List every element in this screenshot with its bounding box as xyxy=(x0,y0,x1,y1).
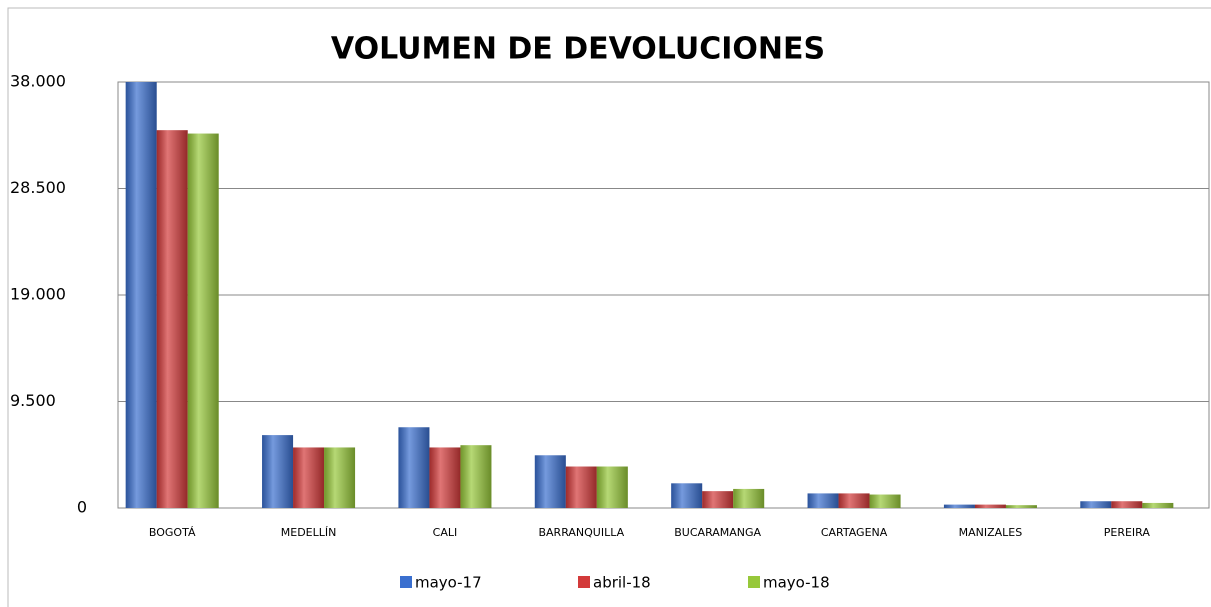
x-tick-label: BARRANQUILLA xyxy=(538,526,624,539)
y-tick-label: 19.000 xyxy=(10,285,66,304)
bar-shine xyxy=(1080,501,1112,508)
chart-title: VOLUMEN DE DEVOLUCIONES xyxy=(331,32,825,67)
x-tick-label: PEREIRA xyxy=(1104,526,1151,539)
legend-label: abril-18 xyxy=(593,574,651,592)
legend-swatch xyxy=(400,576,412,588)
bar-shine xyxy=(733,488,765,508)
bar-shine xyxy=(702,491,734,508)
y-tick-label: 38.000 xyxy=(10,72,66,91)
y-tick-label: 28.500 xyxy=(10,178,66,197)
bar-shine xyxy=(671,483,703,508)
legend-label: mayo-17 xyxy=(415,574,482,592)
bar-shine xyxy=(869,494,901,508)
bar-shine xyxy=(460,445,492,508)
bar-shine xyxy=(125,82,157,508)
y-tick-label: 9.500 xyxy=(10,391,56,410)
bar-shine xyxy=(156,130,188,508)
y-tick-label: 0 xyxy=(77,498,87,517)
bar-shine xyxy=(974,504,1006,508)
bar-shine xyxy=(596,466,628,508)
bar-shine xyxy=(534,455,566,508)
bar-shine xyxy=(838,493,870,508)
bar-shine xyxy=(187,133,219,508)
x-tick-label: BOGOTÁ xyxy=(149,526,196,539)
bar-shine xyxy=(565,466,597,508)
bar-shine xyxy=(429,447,461,508)
bar-shine xyxy=(1111,501,1143,508)
bar-shine xyxy=(807,493,839,508)
x-tick-label: CARTAGENA xyxy=(821,526,888,539)
bar-shine xyxy=(1005,505,1037,508)
x-tick-label: BUCARAMANGA xyxy=(674,526,761,539)
bar-shine xyxy=(324,447,356,508)
bar-shine xyxy=(943,504,975,508)
bar-shine xyxy=(293,447,325,508)
legend-label: mayo-18 xyxy=(763,574,830,592)
x-tick-label: MANIZALES xyxy=(959,526,1023,539)
legend-swatch xyxy=(748,576,760,588)
legend-swatch xyxy=(578,576,590,588)
x-tick-label: CALI xyxy=(433,526,458,539)
x-tick-label: MEDELLÍN xyxy=(281,526,337,539)
bar-shine xyxy=(1142,502,1174,508)
chart-frame xyxy=(7,7,1211,607)
bar-shine xyxy=(262,435,294,508)
bar-shine xyxy=(398,427,430,508)
